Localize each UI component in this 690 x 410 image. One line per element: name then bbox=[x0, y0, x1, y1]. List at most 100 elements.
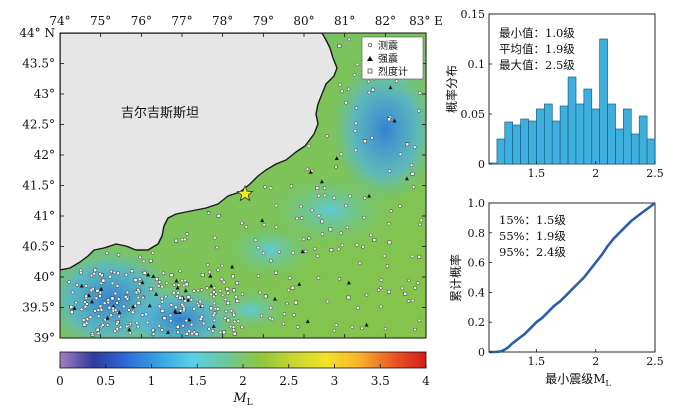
seismic-station bbox=[417, 318, 422, 323]
seismic-station bbox=[418, 222, 422, 227]
intensity-station bbox=[232, 288, 236, 293]
seismic-station bbox=[93, 309, 97, 313]
strong-motion-station bbox=[147, 303, 152, 308]
seismic-station bbox=[261, 251, 266, 256]
seismic-station bbox=[325, 299, 330, 304]
seismic-station bbox=[287, 276, 292, 280]
seismic-station bbox=[417, 91, 422, 95]
seismic-station bbox=[113, 329, 117, 334]
strong-motion-station bbox=[230, 264, 235, 269]
seismic-station bbox=[411, 298, 415, 303]
seismic-station bbox=[214, 292, 218, 296]
seismic-station bbox=[207, 327, 211, 331]
seismic-station bbox=[316, 193, 321, 198]
seismic-station bbox=[344, 203, 348, 208]
histogram-bar bbox=[512, 124, 521, 165]
intensity-station bbox=[235, 299, 240, 303]
seismic-station bbox=[205, 263, 210, 267]
intensity-station bbox=[337, 44, 342, 48]
legend-symbol-triangle bbox=[367, 56, 373, 61]
seismic-station bbox=[355, 62, 360, 67]
seismic-station bbox=[337, 277, 342, 281]
strong-motion-station bbox=[89, 299, 94, 304]
histogram-bar bbox=[622, 108, 632, 165]
intensity-station bbox=[110, 296, 115, 301]
colorbar-tick-label: 2 bbox=[239, 374, 247, 388]
seismic-station bbox=[216, 307, 220, 311]
seismic-station bbox=[84, 284, 89, 288]
strong-motion-station bbox=[187, 317, 192, 322]
cdf-y-tick-label: 0.8 bbox=[468, 227, 486, 240]
strong-motion-station bbox=[174, 278, 179, 283]
seismic-station bbox=[210, 329, 215, 333]
seismic-station bbox=[291, 251, 295, 255]
seismic-station bbox=[224, 309, 228, 314]
seismic-station bbox=[407, 278, 411, 283]
seismic-station bbox=[316, 276, 321, 280]
strong-motion-station bbox=[272, 296, 277, 301]
seismic-station bbox=[196, 288, 200, 293]
strong-motion-station bbox=[166, 330, 171, 334]
histogram-bar bbox=[528, 120, 537, 165]
seismic-station bbox=[231, 328, 236, 332]
seismic-station bbox=[200, 304, 205, 308]
cdf-y-tick-label: 0 bbox=[478, 346, 485, 359]
map-x-tick-label: 75° bbox=[90, 14, 111, 28]
seismic-station bbox=[108, 274, 112, 279]
strong-motion-station bbox=[404, 176, 409, 181]
intensity-station bbox=[226, 301, 230, 305]
seismic-station bbox=[218, 289, 223, 293]
map-y-tick-label: 44° N bbox=[19, 26, 55, 40]
seismic-station bbox=[232, 319, 237, 324]
seismic-station bbox=[386, 221, 391, 226]
seismic-station bbox=[172, 283, 176, 287]
seismic-station bbox=[151, 332, 156, 336]
seismic-station bbox=[157, 323, 161, 328]
seismic-station bbox=[400, 286, 405, 291]
strong-motion-station bbox=[86, 293, 91, 297]
strong-motion-station bbox=[186, 297, 191, 302]
cdf-x-ticks: 1.5 2 2.5 bbox=[528, 349, 664, 368]
seismic-station bbox=[253, 238, 258, 242]
map-y-tick-label: 41.5° bbox=[22, 179, 55, 193]
seismic-station bbox=[169, 303, 174, 307]
seismic-station bbox=[212, 290, 216, 294]
seismic-station bbox=[116, 253, 121, 257]
intensity-station bbox=[263, 294, 268, 299]
histogram-bar bbox=[504, 121, 514, 165]
seismic-station bbox=[338, 82, 342, 87]
seismic-station bbox=[115, 321, 119, 326]
map-y-tick-label: 43° bbox=[34, 87, 55, 101]
seismic-station bbox=[157, 280, 162, 284]
colorbar-tick-label: 3.5 bbox=[371, 374, 390, 388]
seismic-station bbox=[340, 89, 344, 94]
intensity-station bbox=[95, 288, 100, 293]
strong-motion-station bbox=[364, 322, 369, 327]
seismic-station bbox=[151, 328, 155, 333]
intensity-station bbox=[184, 282, 189, 287]
seismic-station bbox=[212, 286, 217, 290]
intensity-station bbox=[101, 278, 106, 283]
seismic-station bbox=[124, 273, 129, 277]
strong-motion-station bbox=[319, 179, 324, 184]
map-x-tick-label: 83° E bbox=[409, 14, 443, 28]
seismic-station bbox=[209, 292, 213, 297]
map-y-tick-label: 43.5° bbox=[22, 57, 55, 71]
seismic-station bbox=[89, 273, 94, 278]
seismic-station bbox=[413, 327, 417, 332]
strong-motion-station bbox=[300, 249, 305, 254]
seismic-station bbox=[75, 283, 79, 287]
seismic-station bbox=[413, 286, 417, 290]
seismic-station bbox=[102, 301, 107, 305]
strong-motion-station bbox=[117, 310, 122, 315]
seismic-station bbox=[192, 289, 196, 293]
seismic-station bbox=[212, 294, 216, 299]
seismic-station bbox=[83, 304, 88, 309]
intensity-station bbox=[200, 273, 205, 277]
seismic-station bbox=[192, 306, 196, 311]
seismic-station bbox=[228, 324, 233, 329]
seismic-station bbox=[138, 255, 142, 260]
seismic-station bbox=[79, 270, 83, 275]
seismic-station bbox=[322, 193, 327, 198]
seismic-station bbox=[334, 165, 338, 169]
